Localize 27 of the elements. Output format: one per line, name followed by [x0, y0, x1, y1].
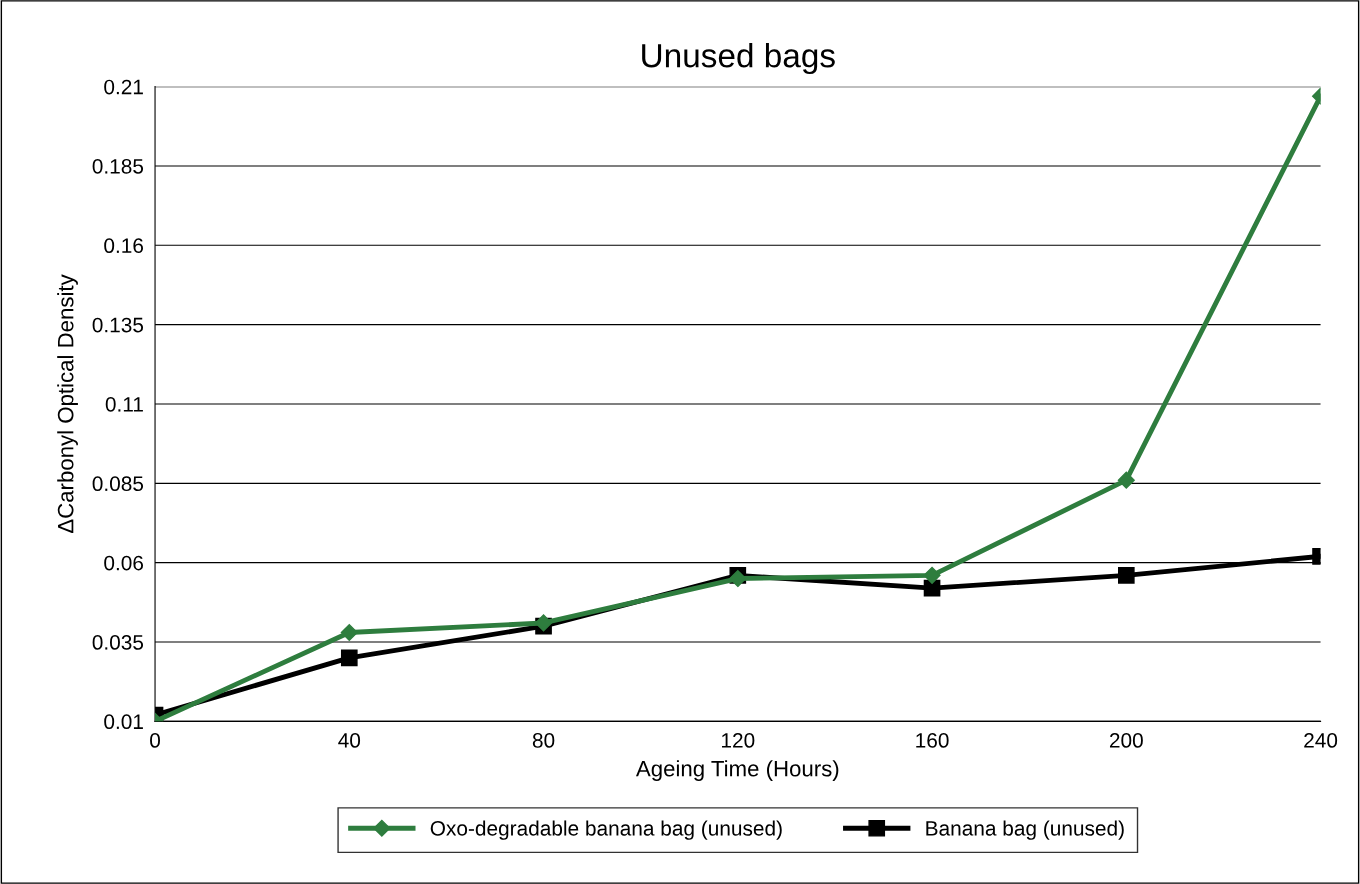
- x-tick-label: 40: [338, 733, 361, 748]
- point: [1117, 471, 1135, 489]
- y-tick-label: 0.11: [105, 396, 143, 412]
- x-tick-label: 0: [150, 733, 161, 748]
- x-axis-title: Ageing Time (Hours): [635, 760, 839, 781]
- y-tick-label: 0.085: [92, 476, 144, 492]
- point: [729, 569, 747, 588]
- y-tick-label: 0.035: [92, 635, 144, 650]
- y-tick-label: 0.185: [92, 158, 144, 174]
- y-tick-label: 0.135: [92, 317, 144, 333]
- point: [1117, 567, 1135, 584]
- y-axis-title: ΔCarbonyl Optical Density: [57, 274, 78, 534]
- y-tick-label: 0.16: [104, 238, 144, 254]
- point: [340, 649, 358, 667]
- y-tick-label: 0.21: [104, 79, 143, 95]
- x-tick-label: 120: [722, 733, 755, 748]
- x-tick-label: 240: [1304, 733, 1338, 748]
- x-tick-label: 160: [916, 733, 949, 748]
- x-tick-label: 200: [1109, 733, 1143, 748]
- chart-title: Unused bags: [642, 43, 835, 75]
- point: [923, 566, 941, 584]
- y-tick-label: 0.01: [104, 714, 143, 730]
- point: [340, 623, 358, 642]
- x-tick-label: 80: [532, 733, 555, 748]
- legend-label: Oxo-degradable banana bag (unused): [430, 820, 782, 840]
- legend-label: Banana bag (unused): [926, 820, 1124, 840]
- y-tick-label: 0.06: [104, 555, 144, 571]
